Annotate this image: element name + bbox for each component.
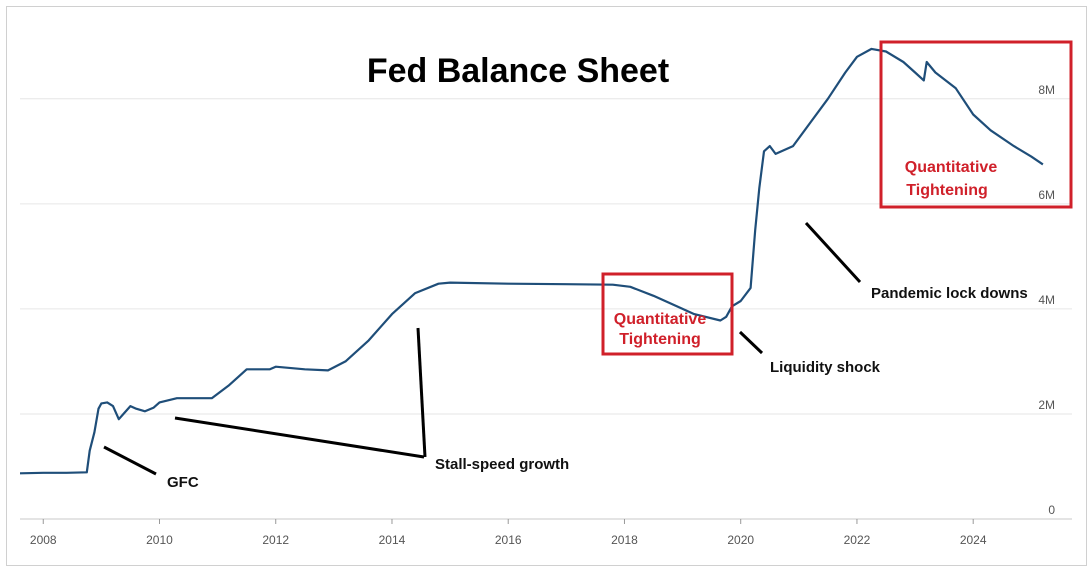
chart-frame: [6, 6, 1087, 566]
gfc-pointer-line: [103, 445, 157, 476]
chart-title: Fed Balance Sheet: [367, 52, 669, 90]
annotation-liquidity-shock: Liquidity shock: [770, 359, 881, 376]
series-layer: [19, 47, 1044, 475]
x-tick-label: 2010: [146, 533, 173, 547]
x-axis-ticks: 2008 2010 2012 2014 2016 2018 2020 2022 2024: [30, 519, 987, 547]
x-tick-label: 2014: [379, 533, 406, 547]
liquidity-pointer-line: [738, 330, 764, 355]
y-tick-label: 2M: [1038, 398, 1055, 412]
y-tick-label: 0: [1048, 503, 1055, 517]
x-tick-label: 2020: [727, 533, 754, 547]
x-tick-label: 2008: [30, 533, 57, 547]
qt-box-2022: [879, 40, 1073, 209]
y-tick-label: 4M: [1038, 293, 1055, 307]
qt-box-2018: [601, 272, 734, 356]
y-axis-ticks: 0 2M 4M 6M 8M: [1038, 83, 1055, 517]
x-tick-label: 2022: [844, 533, 871, 547]
y-tick-label: 6M: [1038, 188, 1055, 202]
series-line-fed-balance-sheet: [19, 47, 1044, 475]
stall-pointer-line-right: [416, 327, 427, 458]
annotation-stall-speed: Stall-speed growth: [435, 456, 569, 473]
pandemic-pointer-line: [804, 221, 862, 284]
x-tick-label: 2016: [495, 533, 522, 547]
annotation-qt-2022: Quantitative Tightening: [905, 159, 998, 199]
x-tick-label: 2012: [262, 533, 289, 547]
stall-pointer-line-left: [174, 416, 425, 459]
y-tick-label: 8M: [1038, 83, 1055, 97]
annotation-gfc: GFC: [167, 474, 199, 491]
annotation-pandemic: Pandemic lock downs: [871, 285, 1028, 302]
x-tick-label: 2024: [960, 533, 987, 547]
gridlines: [20, 98, 1072, 520]
annotation-qt-2018: Quantitative Tightening: [614, 311, 707, 348]
x-tick-label: 2018: [611, 533, 638, 547]
